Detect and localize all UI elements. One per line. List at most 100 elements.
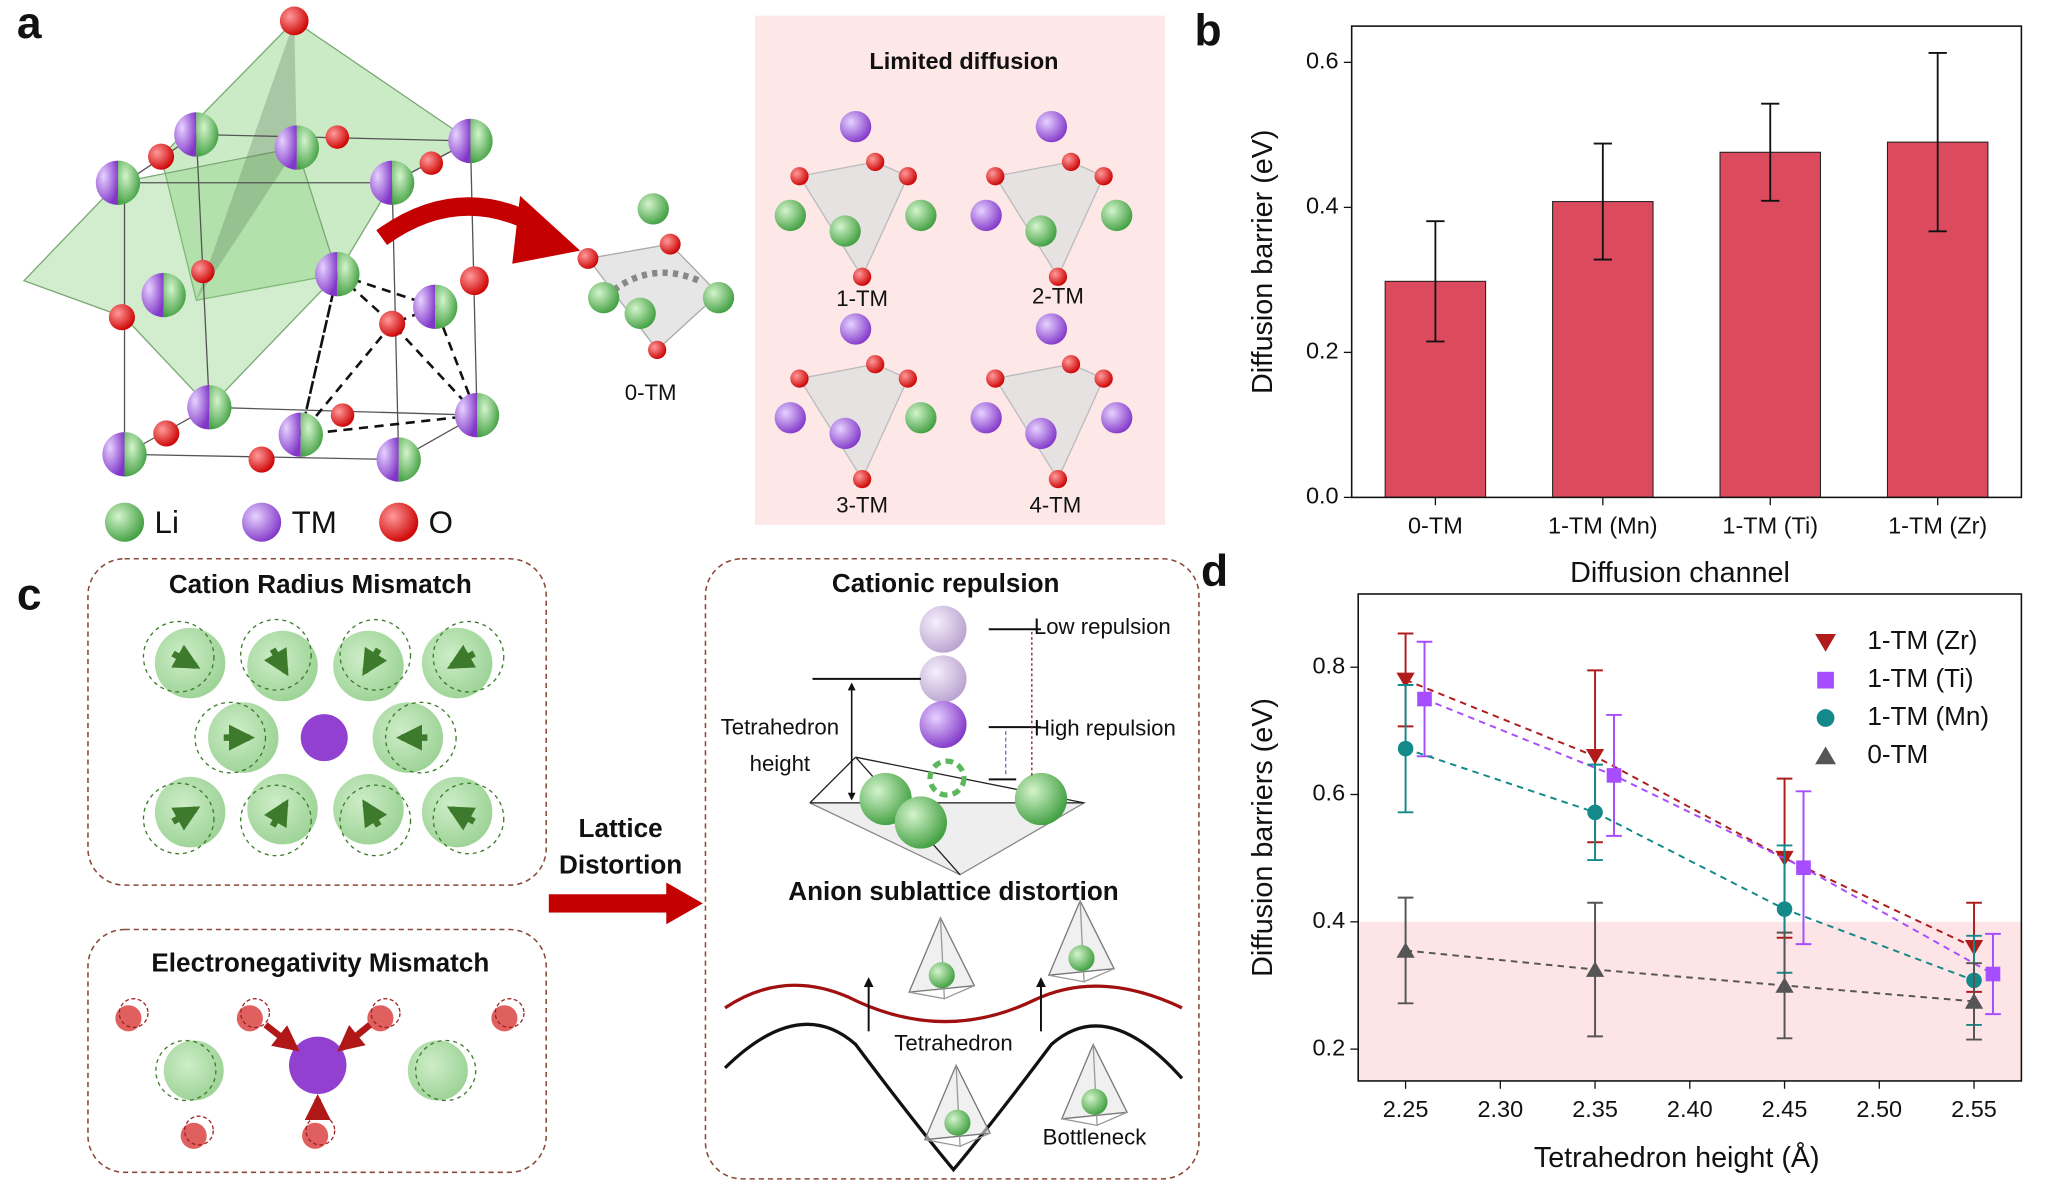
small-tetrahedron-edge <box>1061 1044 1128 1127</box>
x-tick-label: 2.35 <box>1572 1096 1618 1122</box>
atom <box>248 446 275 473</box>
arrow-label: Distortion <box>559 850 682 880</box>
li-half <box>163 272 186 318</box>
atom <box>587 281 620 314</box>
atom <box>1048 267 1068 286</box>
y-tick-label: 0.0 <box>1306 483 1339 509</box>
attract-arrow <box>263 1022 300 1052</box>
plot-frame <box>1350 25 2023 499</box>
li-half <box>435 284 458 329</box>
legend-text: O <box>429 505 453 540</box>
atom <box>852 267 872 286</box>
cluster-label: 2-TM <box>1032 284 1084 309</box>
shift-arrow <box>171 644 201 670</box>
octahedron-shade <box>196 20 297 301</box>
atom <box>1101 402 1133 434</box>
atom <box>944 1109 971 1136</box>
legend-marker <box>1817 671 1834 689</box>
atom <box>379 310 406 337</box>
tm-half <box>369 160 393 205</box>
legend-text: Li <box>155 505 179 540</box>
vacancy <box>927 758 967 798</box>
atom <box>108 304 135 331</box>
panel-letter: b <box>1195 7 1222 56</box>
atom <box>659 233 681 255</box>
legend-marker <box>1815 746 1837 765</box>
height-label: Tetrahedron <box>721 714 839 739</box>
li-half <box>470 118 493 164</box>
x-tick-label: 2.40 <box>1667 1096 1713 1122</box>
cluster-label: 3-TM <box>836 492 888 517</box>
shift-arrow <box>446 644 477 670</box>
li-original <box>240 784 312 857</box>
atom <box>905 402 937 434</box>
series-line <box>1424 698 1994 975</box>
distortion-arrow-head <box>666 882 703 925</box>
point <box>1417 691 1432 707</box>
transfer-arrow <box>376 197 541 246</box>
atom <box>1061 355 1081 374</box>
point <box>1775 977 1794 993</box>
atom <box>1094 369 1113 388</box>
wave-label: Tetrahedron <box>894 1030 1012 1055</box>
y-tick-label: 0.2 <box>1312 1034 1345 1060</box>
transfer-arrow-head <box>512 195 581 264</box>
atom <box>829 215 861 247</box>
tm-atom <box>289 1036 347 1095</box>
tm-half <box>454 392 477 438</box>
height-label: height <box>750 751 810 776</box>
shift-arrow <box>171 806 201 831</box>
atom <box>1068 945 1095 972</box>
y-tick-label: 0.6 <box>1312 780 1345 806</box>
atom <box>919 655 967 703</box>
o-atom <box>236 1005 263 1032</box>
li-original <box>339 784 412 857</box>
highlight-band <box>1358 921 2022 1081</box>
limited-box <box>755 15 1165 525</box>
legend-text: 1-TM (Mn) <box>1867 701 1989 731</box>
series-line <box>1405 679 1975 949</box>
bar <box>1719 151 1822 498</box>
o-original <box>118 998 149 1029</box>
y-axis-title: Diffusion barrier (eV) <box>1247 130 1279 394</box>
atom <box>153 420 180 447</box>
atom <box>774 199 806 232</box>
point <box>1587 804 1603 821</box>
atom <box>919 701 967 749</box>
atom <box>970 402 1002 434</box>
atom <box>905 199 937 232</box>
atom <box>1101 199 1133 232</box>
atom <box>624 297 656 329</box>
li-original <box>155 1039 217 1102</box>
li-half <box>117 160 141 205</box>
atom <box>839 313 872 345</box>
li-original <box>142 782 215 855</box>
box-title: Anion sublattice distortion <box>788 876 1119 906</box>
legend-text: 1-TM (Zr) <box>1867 625 1977 655</box>
atom <box>419 151 444 175</box>
panel-letter: a <box>17 0 42 48</box>
tm-atom <box>300 714 348 762</box>
legend-marker <box>1816 709 1835 727</box>
point <box>1964 993 1984 1009</box>
li-original <box>384 701 457 774</box>
atom <box>1094 167 1113 186</box>
tm-half <box>174 112 197 157</box>
li-half <box>196 112 219 157</box>
atom <box>790 369 809 388</box>
li-original <box>432 782 505 855</box>
tm-half <box>315 251 338 297</box>
atom <box>1025 215 1057 247</box>
li-half <box>296 125 320 170</box>
error-bar <box>1426 220 1445 343</box>
legend-text: 1-TM (Ti) <box>1867 663 1973 693</box>
shift-arrow <box>362 799 388 829</box>
cluster-label: 0-TM <box>625 380 677 405</box>
atom <box>1048 469 1068 489</box>
distortion-arrow <box>548 894 669 913</box>
atom <box>460 266 489 296</box>
point <box>1585 749 1605 765</box>
tm-half <box>95 160 118 205</box>
atom <box>866 152 885 172</box>
y-tick-label: 0.6 <box>1306 48 1339 74</box>
